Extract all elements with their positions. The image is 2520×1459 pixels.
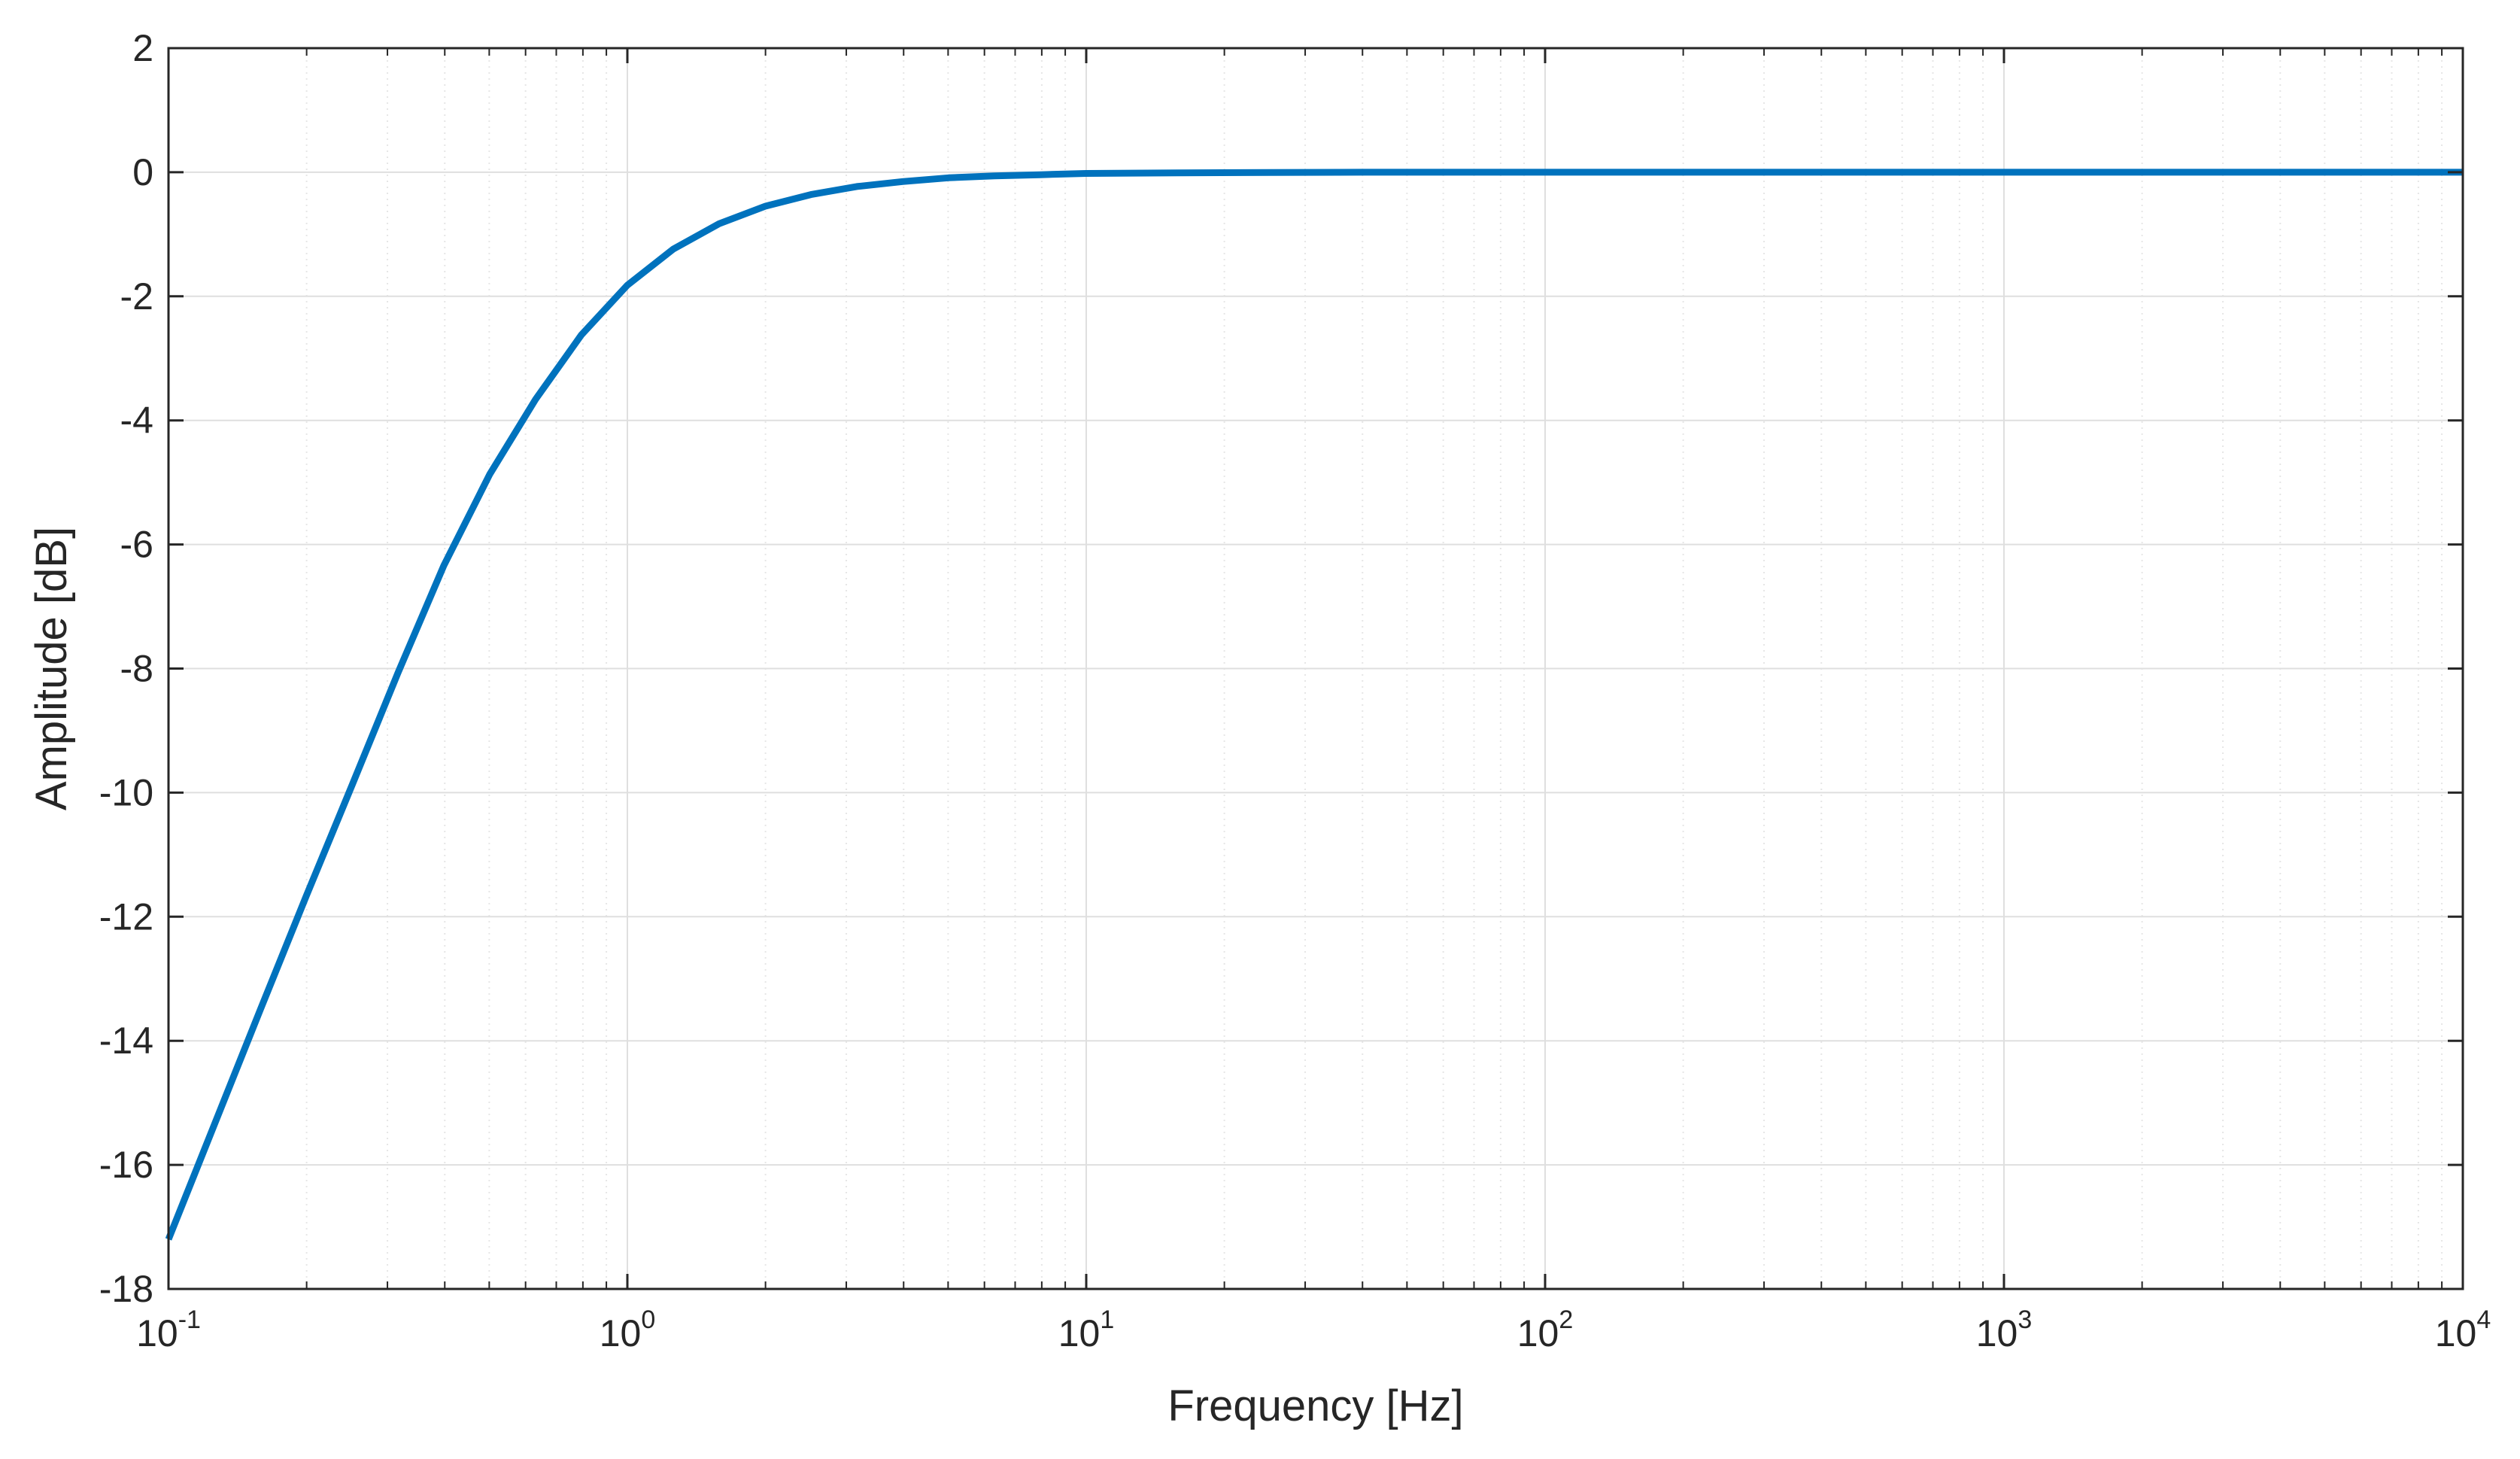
y-tick-label: -16 bbox=[99, 1144, 153, 1186]
y-tick-label: -2 bbox=[120, 275, 153, 318]
y-tick-label: -6 bbox=[120, 524, 153, 566]
x-tick-exponent: 1 bbox=[1100, 1306, 1114, 1334]
x-tick-base: 10 bbox=[2435, 1312, 2477, 1354]
x-tick-label: 10-1 bbox=[136, 1306, 201, 1354]
x-tick-base: 10 bbox=[136, 1312, 178, 1354]
x-axis-label: Frequency [Hz] bbox=[1167, 1381, 1463, 1430]
y-tick-label: 0 bbox=[132, 151, 153, 193]
x-tick-exponent: 4 bbox=[2476, 1306, 2491, 1334]
x-tick-base: 10 bbox=[600, 1312, 642, 1354]
y-tick-label: -12 bbox=[99, 895, 153, 938]
y-axis-label: Amplitude [dB] bbox=[27, 527, 76, 810]
x-tick-label: 104 bbox=[2435, 1306, 2491, 1354]
x-tick-base: 10 bbox=[1517, 1312, 1559, 1354]
y-tick-label: -14 bbox=[99, 1020, 153, 1062]
x-tick-base: 10 bbox=[1058, 1312, 1101, 1354]
x-tick-exponent: 2 bbox=[1559, 1306, 1573, 1334]
x-tick-label: 103 bbox=[1976, 1306, 2033, 1354]
x-tick-exponent: -1 bbox=[178, 1306, 201, 1334]
y-tick-label: -4 bbox=[120, 400, 153, 442]
y-tick-label: 2 bbox=[132, 27, 153, 69]
x-tick-label: 100 bbox=[600, 1306, 656, 1354]
x-tick-exponent: 3 bbox=[2018, 1306, 2032, 1334]
y-tick-label: -8 bbox=[120, 648, 153, 690]
y-tick-label: -10 bbox=[99, 771, 153, 813]
series-layer bbox=[165, 169, 2463, 1241]
x-tick-base: 10 bbox=[1976, 1312, 2018, 1354]
x-tick-label: 102 bbox=[1517, 1306, 1574, 1354]
major-grid bbox=[169, 48, 2463, 1289]
x-tick-label: 101 bbox=[1058, 1306, 1115, 1354]
series-line-0 bbox=[165, 169, 2463, 1241]
ticks-layer bbox=[167, 47, 2464, 1290]
y-tick-label: -18 bbox=[99, 1268, 153, 1310]
x-tick-exponent: 0 bbox=[641, 1306, 655, 1334]
